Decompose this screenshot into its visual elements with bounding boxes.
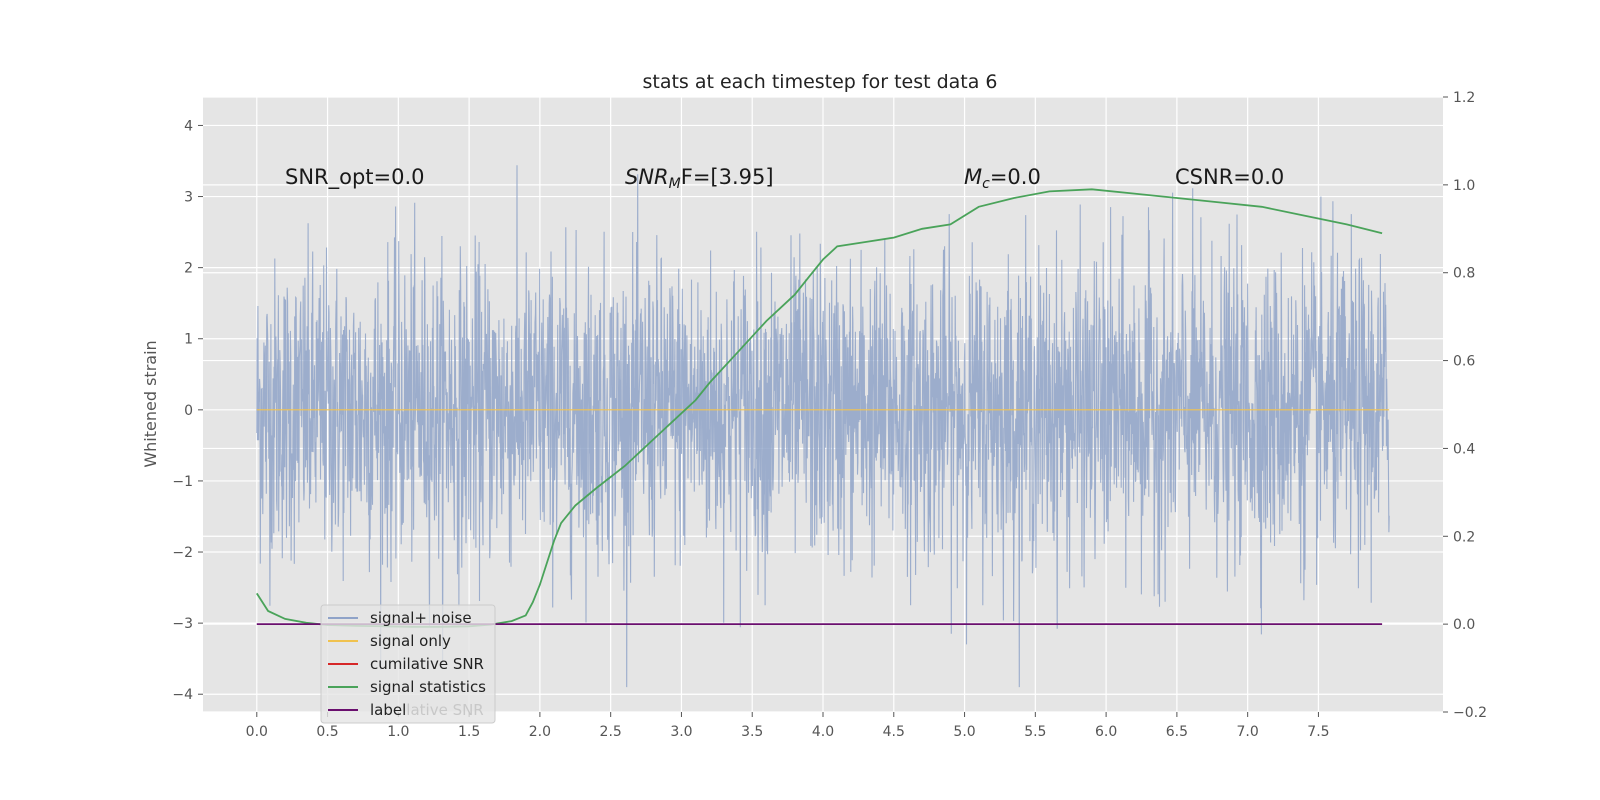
y-tick-label: 4 [184,118,193,134]
y-tick-label: −1 [172,474,193,490]
y-axis-right: 1.2 1.0 0.8 0.6 0.4 0.2 0.0 −0.2 [1443,90,1487,721]
y-right-tick-label: −0.2 [1453,705,1487,721]
y-tick-label: 1 [184,332,193,348]
x-axis: 0.0 0.5 1.0 1.5 2.0 2.5 3.0 3.5 4.0 4.5 5.0 5.5 6.0 6… [246,712,1330,740]
legend-label-text: signal only [370,632,451,650]
x-tick-label: 3.5 [741,724,763,740]
y-tick-label: −3 [172,616,193,632]
y-tick-label: −2 [172,545,193,561]
annotation-snr-mf: SNRMF=[3.95] [625,165,774,192]
chart-title: stats at each timestep for test data 6 [642,71,997,93]
legend: signal+ noise signal only cumilative SNR si… [320,604,496,724]
y-right-tick-label: 0.4 [1453,441,1475,457]
legend-label-text: label [370,701,406,719]
y-tick-label: 0 [184,403,193,419]
annotation-mc-subscript: c [982,176,990,192]
y-right-tick-label: 0.0 [1453,617,1475,633]
x-tick-label: 5.5 [1024,724,1046,740]
y-right-tick-label: 1.2 [1453,90,1475,106]
annotation-mc-symbol: M [964,165,982,189]
annotation-snr-mf-symbol: SNR [625,165,669,189]
annotation-snr-mf-subscript: M [669,176,681,192]
annotation-mc: Mc=0.0 [964,165,1041,192]
x-tick-label: 3.0 [670,724,692,740]
legend-label: signal only [370,632,451,650]
y-tick-label: 2 [184,261,193,277]
y-axis-left: 4 3 2 1 0 −1 −2 −3 −4 [172,118,203,703]
legend-label: cumilative SNR [370,655,484,673]
y-right-tick-label: 1.0 [1453,178,1475,194]
y-axis-label: Whitened strain [141,340,160,467]
x-tick-label: 0.0 [246,724,268,740]
x-tick-label: 2.5 [600,724,622,740]
x-tick-label: 1.0 [387,724,409,740]
x-tick-label: 4.0 [812,724,834,740]
y-tick-label: −4 [172,687,193,703]
annotation-snr-mf-value: F=[3.95] [681,165,774,189]
annotation-mc-value: =0.0 [990,165,1041,189]
x-tick-label: 2.0 [529,724,551,740]
y-right-tick-label: 0.8 [1453,266,1475,282]
x-tick-label: 4.5 [883,724,905,740]
annotation-csnr: CSNR=0.0 [1175,165,1284,189]
x-tick-label: 6.5 [1166,724,1188,740]
x-tick-label: 6.0 [1095,724,1117,740]
legend-label-text: signal+ noise [370,609,472,627]
y-tick-label: 3 [184,190,193,206]
legend-label: signal statistics [370,678,486,696]
x-tick-label: 7.5 [1307,724,1329,740]
legend-box [320,604,496,724]
legend-label-text: signal statistics [370,678,486,696]
series-signal-plus-noise [256,165,1390,688]
x-tick-label: 5.0 [953,724,975,740]
x-tick-label: 1.5 [458,724,480,740]
x-tick-label: 7.0 [1237,724,1259,740]
noise-series [256,165,1390,688]
legend-label: labellative SNR [370,701,484,719]
legend-label-ghost: lative SNR [406,701,483,719]
y-right-tick-label: 0.2 [1453,529,1475,545]
legend-label: signal+ noise [370,609,472,627]
x-tick-label: 0.5 [316,724,338,740]
legend-label-text: cumilative SNR [370,655,484,673]
annotation-snr-opt: SNR_opt=0.0 [285,165,425,190]
y-right-tick-label: 0.6 [1453,354,1475,370]
